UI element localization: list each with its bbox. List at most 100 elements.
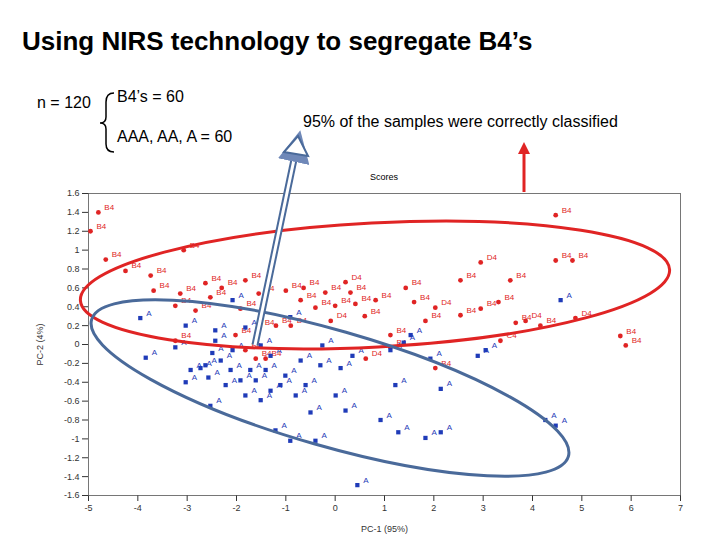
svg-text:0.8: 0.8 bbox=[67, 264, 80, 274]
svg-text:A: A bbox=[277, 346, 283, 355]
svg-text:A: A bbox=[484, 346, 490, 355]
svg-text:A: A bbox=[296, 431, 302, 440]
svg-text:D4: D4 bbox=[581, 309, 592, 318]
svg-text:A: A bbox=[181, 338, 187, 347]
svg-text:B4: B4 bbox=[132, 261, 142, 270]
svg-text:B4: B4 bbox=[361, 294, 371, 303]
svg-text:7: 7 bbox=[678, 503, 683, 513]
svg-text:B4: B4 bbox=[546, 316, 556, 325]
svg-text:1: 1 bbox=[74, 245, 79, 255]
svg-text:A: A bbox=[286, 376, 292, 385]
svg-text:A: A bbox=[192, 373, 198, 382]
svg-text:A: A bbox=[239, 291, 245, 300]
svg-text:A: A bbox=[342, 386, 348, 395]
svg-text:B4: B4 bbox=[157, 266, 167, 275]
svg-text:D4: D4 bbox=[352, 273, 363, 282]
svg-text:A: A bbox=[221, 321, 227, 330]
svg-text:A: A bbox=[146, 309, 152, 318]
svg-text:B4: B4 bbox=[262, 349, 272, 358]
svg-text:B4: B4 bbox=[321, 298, 331, 307]
svg-text:B4: B4 bbox=[522, 313, 532, 322]
svg-text:B4: B4 bbox=[632, 336, 642, 345]
svg-text:-2: -2 bbox=[232, 503, 240, 513]
svg-text:B4: B4 bbox=[626, 327, 636, 336]
svg-text:B4: B4 bbox=[382, 291, 392, 300]
svg-text:B4: B4 bbox=[202, 301, 212, 310]
svg-text:-1: -1 bbox=[71, 434, 79, 444]
svg-text:B4: B4 bbox=[307, 291, 317, 300]
svg-text:-3: -3 bbox=[183, 503, 191, 513]
svg-text:A: A bbox=[296, 308, 302, 317]
svg-text:-5: -5 bbox=[84, 503, 92, 513]
svg-text:PC-2 (4%): PC-2 (4%) bbox=[35, 323, 45, 365]
svg-text:A: A bbox=[396, 341, 402, 350]
svg-text:B4: B4 bbox=[160, 281, 170, 290]
svg-text:-0.8: -0.8 bbox=[64, 415, 80, 425]
svg-text:B4: B4 bbox=[310, 278, 320, 287]
svg-text:B4: B4 bbox=[578, 251, 588, 260]
svg-text:B4: B4 bbox=[371, 307, 381, 316]
svg-text:0: 0 bbox=[333, 503, 338, 513]
svg-text:B4: B4 bbox=[265, 318, 275, 327]
svg-text:D4: D4 bbox=[337, 311, 348, 320]
svg-text:B4: B4 bbox=[211, 274, 221, 283]
svg-text:A: A bbox=[551, 411, 557, 420]
svg-text:A: A bbox=[192, 316, 198, 325]
svg-text:-0.6: -0.6 bbox=[64, 396, 80, 406]
svg-text:B4: B4 bbox=[562, 251, 572, 260]
svg-text:-1.4: -1.4 bbox=[64, 472, 80, 482]
svg-text:B4: B4 bbox=[341, 296, 351, 305]
svg-text:A: A bbox=[251, 318, 257, 327]
svg-text:A: A bbox=[317, 403, 323, 412]
svg-text:A: A bbox=[404, 423, 410, 432]
svg-text:B4: B4 bbox=[186, 284, 196, 293]
svg-text:B4: B4 bbox=[181, 296, 191, 305]
svg-text:A: A bbox=[291, 366, 297, 375]
svg-text:B4: B4 bbox=[412, 278, 422, 287]
svg-text:B4: B4 bbox=[441, 359, 451, 368]
svg-text:5: 5 bbox=[579, 503, 584, 513]
svg-text:4: 4 bbox=[530, 503, 535, 513]
svg-text:B4: B4 bbox=[265, 284, 275, 293]
svg-text:A: A bbox=[216, 396, 222, 405]
svg-text:A: A bbox=[277, 381, 283, 390]
svg-text:A: A bbox=[447, 379, 453, 388]
svg-text:B4: B4 bbox=[190, 241, 200, 250]
svg-text:B4: B4 bbox=[356, 283, 366, 292]
svg-text:A: A bbox=[251, 386, 257, 395]
svg-text:A: A bbox=[307, 351, 313, 360]
svg-text:A: A bbox=[363, 476, 369, 485]
svg-text:A: A bbox=[211, 356, 217, 365]
svg-text:A: A bbox=[239, 341, 245, 350]
svg-text:0: 0 bbox=[74, 339, 79, 349]
svg-text:A: A bbox=[281, 421, 287, 430]
svg-text:A: A bbox=[328, 336, 334, 345]
svg-text:1.6: 1.6 bbox=[67, 188, 80, 198]
svg-text:A: A bbox=[152, 348, 158, 357]
svg-text:B4: B4 bbox=[292, 281, 302, 290]
svg-text:A: A bbox=[232, 376, 238, 385]
svg-text:3: 3 bbox=[481, 503, 486, 513]
svg-text:B4: B4 bbox=[487, 299, 497, 308]
svg-text:A: A bbox=[218, 344, 224, 353]
svg-text:A: A bbox=[387, 411, 393, 420]
svg-text:B4: B4 bbox=[420, 293, 430, 302]
svg-text:A: A bbox=[417, 326, 423, 335]
svg-text:PC-1 (95%): PC-1 (95%) bbox=[361, 524, 408, 534]
svg-text:0.4: 0.4 bbox=[67, 302, 80, 312]
svg-text:-1: -1 bbox=[282, 503, 290, 513]
svg-text:B4: B4 bbox=[466, 306, 476, 315]
svg-text:A: A bbox=[302, 386, 308, 395]
svg-text:1: 1 bbox=[382, 503, 387, 513]
svg-text:B4: B4 bbox=[562, 206, 572, 215]
svg-text:A: A bbox=[567, 291, 573, 300]
svg-text:A: A bbox=[272, 361, 278, 370]
svg-text:-4: -4 bbox=[134, 503, 142, 513]
svg-text:-1.6: -1.6 bbox=[64, 490, 80, 500]
svg-text:A: A bbox=[227, 351, 233, 360]
svg-text:A: A bbox=[246, 371, 252, 380]
svg-text:B4: B4 bbox=[516, 271, 526, 280]
svg-text:B4: B4 bbox=[216, 288, 226, 297]
svg-text:A: A bbox=[214, 368, 220, 377]
svg-text:-0.2: -0.2 bbox=[64, 358, 80, 368]
